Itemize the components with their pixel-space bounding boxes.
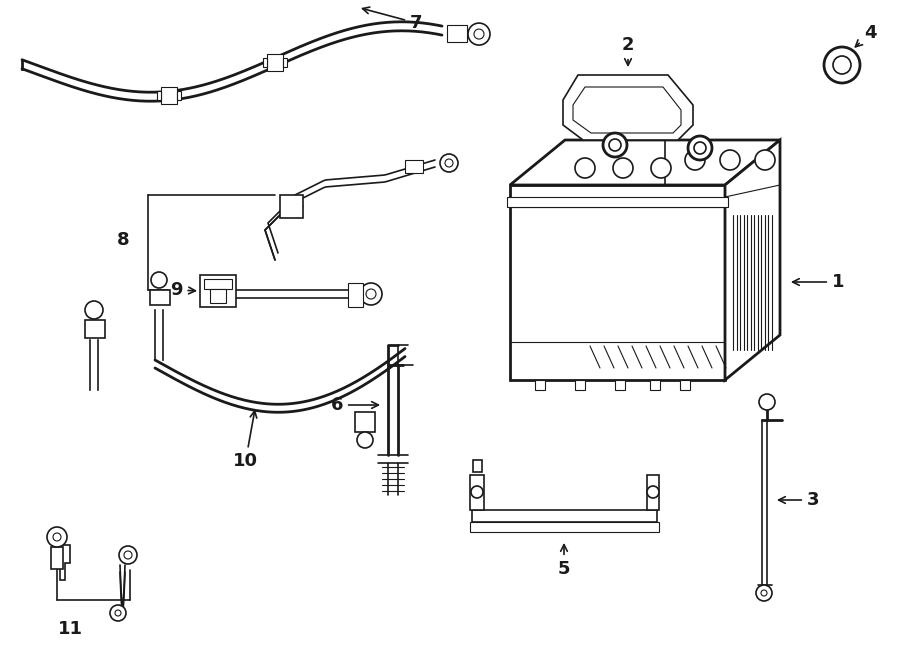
Circle shape [688,136,712,160]
Polygon shape [177,91,182,100]
Circle shape [651,158,671,178]
Polygon shape [447,25,467,42]
Text: 4: 4 [855,24,877,47]
Circle shape [110,605,126,621]
Circle shape [471,486,483,498]
Polygon shape [510,140,780,185]
Circle shape [720,150,740,170]
Circle shape [357,432,373,448]
Text: 1: 1 [793,273,844,291]
Polygon shape [470,475,484,510]
Circle shape [824,47,860,83]
Polygon shape [280,195,303,218]
Circle shape [440,154,458,172]
Polygon shape [573,87,681,133]
Polygon shape [650,380,660,390]
Circle shape [609,139,621,151]
Circle shape [474,29,484,39]
Circle shape [761,590,767,596]
Text: 5: 5 [558,545,571,578]
Text: 8: 8 [117,231,130,249]
Circle shape [124,551,132,559]
Circle shape [756,585,772,601]
Circle shape [366,289,376,299]
Circle shape [53,533,61,541]
Polygon shape [575,380,585,390]
Polygon shape [210,289,226,303]
Polygon shape [725,140,780,380]
Circle shape [613,158,633,178]
Text: 3: 3 [778,491,820,509]
Circle shape [119,546,137,564]
Circle shape [694,142,706,154]
Polygon shape [473,460,482,472]
Circle shape [647,486,659,498]
Circle shape [445,159,453,167]
Circle shape [151,272,167,288]
Polygon shape [204,279,232,289]
Circle shape [47,527,67,547]
Polygon shape [200,275,236,307]
Polygon shape [161,87,177,104]
Polygon shape [348,283,363,307]
Text: 11: 11 [58,620,83,638]
Text: 9: 9 [170,281,195,299]
Circle shape [468,23,490,45]
Polygon shape [507,197,728,207]
Bar [150,290,170,305]
Polygon shape [535,380,545,390]
Circle shape [755,150,775,170]
Circle shape [85,301,103,319]
Text: 7: 7 [363,7,422,32]
Polygon shape [510,185,725,380]
Polygon shape [680,380,690,390]
Bar [85,320,105,338]
Polygon shape [405,160,423,173]
Circle shape [575,158,595,178]
Circle shape [360,283,382,305]
Polygon shape [283,58,287,67]
Circle shape [115,610,121,616]
Circle shape [833,56,851,74]
Circle shape [603,133,627,157]
Text: 6: 6 [330,396,378,414]
Polygon shape [472,510,657,522]
Text: 2: 2 [622,36,634,65]
Polygon shape [263,58,266,67]
Circle shape [685,150,705,170]
Polygon shape [615,380,625,390]
Text: 10: 10 [233,411,258,471]
Polygon shape [563,75,693,140]
Circle shape [759,394,775,410]
Polygon shape [266,54,283,71]
Polygon shape [55,545,70,580]
Polygon shape [470,522,659,532]
Polygon shape [647,475,659,510]
Polygon shape [158,91,161,100]
Bar [51,547,63,569]
Polygon shape [355,412,375,432]
